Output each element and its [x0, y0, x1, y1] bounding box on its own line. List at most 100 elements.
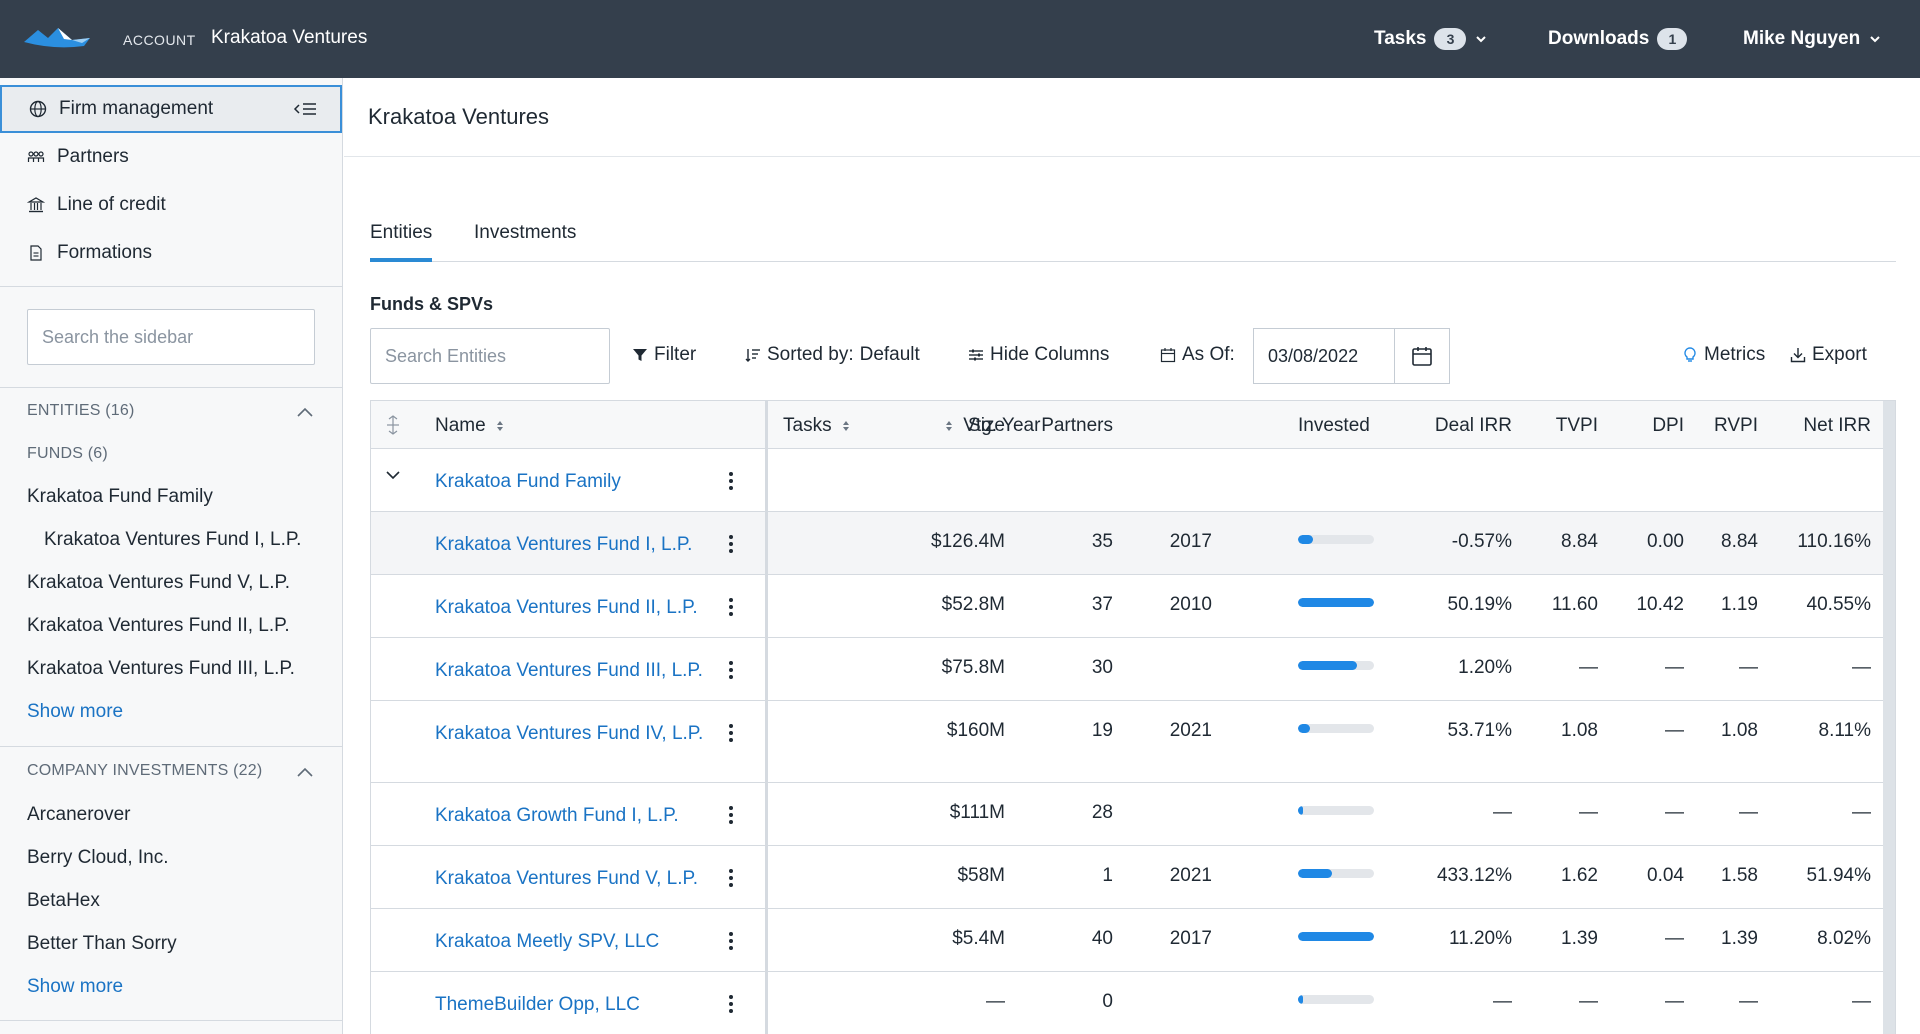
cell-rvpi: —	[1739, 657, 1758, 678]
tasks-count-badge: 3	[1434, 28, 1467, 50]
cell-size: $58M	[957, 865, 1005, 886]
sidebar-fund-link[interactable]: Krakatoa Fund Family	[27, 486, 213, 507]
invested-progress-bar	[1298, 932, 1374, 941]
entity-name-link[interactable]: Krakatoa Ventures Fund I, L.P.	[435, 534, 693, 555]
table-row[interactable]: Krakatoa Growth Fund I, L.P. $111M 28 — — — — —	[371, 783, 1885, 846]
sliders-icon	[969, 349, 983, 361]
show-more-funds-link[interactable]: Show more	[27, 701, 124, 722]
sidebar-fund-link[interactable]: Krakatoa Ventures Fund II, L.P.	[27, 615, 290, 636]
sidebar-company-link[interactable]: BetaHex	[27, 890, 100, 911]
show-more-companies-link[interactable]: Show more	[27, 976, 124, 997]
table-row[interactable]: ThemeBuilder Opp, LLC — 0 — — — — —	[371, 972, 1885, 1034]
sidebar-fund-link[interactable]: Krakatoa Ventures Fund I, L.P.	[44, 529, 302, 550]
cell-rvpi: —	[1739, 802, 1758, 823]
sidebar-company-link[interactable]: Berry Cloud, Inc.	[27, 847, 169, 868]
column-header-rvpi[interactable]: RVPI	[1713, 415, 1758, 436]
table-row[interactable]: Krakatoa Ventures Fund I, L.P. 2017 $126.4…	[371, 512, 1885, 575]
entity-name-link[interactable]: Krakatoa Growth Fund I, L.P.	[435, 805, 679, 826]
column-header-partners[interactable]: Partners	[1041, 415, 1113, 436]
main-content: Krakatoa Ventures Entities Investments F…	[344, 78, 1920, 1034]
tab-investments[interactable]: Investments	[474, 222, 577, 243]
tab-entities[interactable]: Entities	[370, 222, 433, 262]
filter-button[interactable]: Filter	[632, 344, 696, 366]
column-header-tvpi[interactable]: TVPI	[1555, 415, 1598, 436]
more-options-icon[interactable]	[728, 597, 734, 617]
cell-rvpi: 1.39	[1721, 928, 1758, 949]
as-of-date-input[interactable]: 03/08/2022	[1253, 328, 1395, 384]
more-options-icon[interactable]	[728, 660, 734, 680]
table-row[interactable]: Krakatoa Ventures Fund V, L.P. 2021 $58M 1 4…	[371, 846, 1885, 909]
tasks-menu[interactable]: Tasks 3	[1374, 28, 1488, 50]
sidebar-company-link[interactable]: Arcanerover	[27, 804, 131, 825]
entity-name-link[interactable]: Krakatoa Ventures Fund V, L.P.	[435, 868, 699, 889]
collapse-sidebar-icon[interactable]	[292, 99, 318, 119]
column-header-net-irr[interactable]: Net IRR	[1803, 415, 1871, 436]
calendar-icon	[1160, 348, 1176, 363]
column-header-vtg-year[interactable]: Vtg. Year	[944, 415, 1040, 437]
krakatoa-logo-icon[interactable]	[24, 24, 90, 48]
cell-vtg-year: 2021	[1169, 720, 1212, 741]
expand-all-icon[interactable]	[385, 415, 401, 435]
export-button[interactable]: Export	[1790, 344, 1867, 366]
table-row[interactable]: Krakatoa Ventures Fund III, L.P. $75.8M 30…	[371, 638, 1885, 701]
more-options-icon[interactable]	[728, 723, 734, 743]
sidebar-fund-link[interactable]: Krakatoa Ventures Fund V, L.P.	[27, 572, 291, 593]
cell-vtg-year: 2021	[1169, 865, 1212, 886]
search-entities-input[interactable]	[370, 328, 610, 384]
divider	[0, 286, 342, 287]
table-row[interactable]: Krakatoa Meetly SPV, LLC 2017 $5.4M 40 11.20…	[371, 909, 1885, 972]
more-options-icon[interactable]	[728, 931, 734, 951]
column-header-name[interactable]: Name	[435, 415, 505, 437]
entity-name-link[interactable]: Krakatoa Ventures Fund IV, L.P.	[435, 723, 704, 744]
cell-partners: 19	[1091, 720, 1113, 741]
chevron-down-icon[interactable]	[385, 469, 401, 481]
cell-rvpi: —	[1739, 991, 1758, 1012]
entity-name-link[interactable]: Krakatoa Meetly SPV, LLC	[435, 931, 660, 952]
entity-name-link[interactable]: Krakatoa Ventures Fund II, L.P.	[435, 597, 698, 618]
divider	[0, 746, 342, 747]
more-options-icon[interactable]	[728, 994, 734, 1014]
cell-size: —	[986, 991, 1005, 1012]
metrics-button[interactable]: Metrics	[1682, 344, 1765, 366]
downloads-menu[interactable]: Downloads 1	[1548, 28, 1688, 50]
chevron-up-icon[interactable]	[296, 406, 314, 418]
sidebar-item-partners[interactable]: Partners	[0, 133, 342, 181]
column-header-deal-irr[interactable]: Deal IRR	[1434, 415, 1512, 436]
column-header-invested[interactable]: Invested	[1298, 415, 1370, 436]
sort-button[interactable]: Sorted by: Default	[745, 344, 920, 366]
column-header-dpi[interactable]: DPI	[1652, 415, 1684, 436]
more-options-icon[interactable]	[728, 868, 734, 888]
chevron-down-icon	[1476, 36, 1487, 43]
cell-size: $126.4M	[931, 531, 1005, 552]
cell-partners: 0	[1102, 991, 1113, 1012]
column-header-size[interactable]: Size	[968, 415, 1005, 436]
table-group-row[interactable]: Krakatoa Fund Family	[371, 449, 1885, 512]
sidebar-company-link[interactable]: Better Than Sorry	[27, 933, 177, 954]
column-header-tasks[interactable]: Tasks	[783, 415, 851, 437]
more-options-icon[interactable]	[728, 534, 734, 554]
sidebar-search-input[interactable]	[27, 309, 315, 365]
more-options-icon[interactable]	[728, 471, 734, 491]
entity-name-link[interactable]: ThemeBuilder Opp, LLC	[435, 994, 640, 1015]
account-name[interactable]: Krakatoa Ventures	[211, 27, 368, 48]
user-menu[interactable]: Mike Nguyen	[1743, 28, 1882, 50]
sidebar-item-line-of-credit[interactable]: Line of credit	[0, 181, 342, 229]
invested-progress-fill	[1298, 661, 1358, 670]
sidebar-fund-link[interactable]: Krakatoa Ventures Fund III, L.P.	[27, 658, 295, 679]
account-label: ACCOUNT	[123, 32, 196, 48]
vertical-scrollbar[interactable]	[1883, 401, 1895, 1034]
table-row[interactable]: Krakatoa Ventures Fund IV, L.P. 2021 $160M…	[371, 701, 1885, 783]
entity-name-link[interactable]: Krakatoa Fund Family	[435, 471, 621, 492]
cell-vtg-year: 2017	[1169, 928, 1212, 949]
as-of-label: As Of:	[1182, 344, 1235, 365]
cell-deal-irr: 50.19%	[1447, 594, 1512, 615]
chevron-up-icon[interactable]	[296, 766, 314, 778]
sidebar-item-firm-management[interactable]: Firm management	[0, 85, 342, 133]
table-row[interactable]: Krakatoa Ventures Fund II, L.P. 2010 $52.8…	[371, 575, 1885, 638]
sidebar-item-formations[interactable]: Formations	[0, 229, 342, 277]
people-icon	[27, 151, 45, 162]
hide-columns-button[interactable]: Hide Columns	[968, 344, 1109, 366]
date-picker-button[interactable]	[1394, 328, 1450, 384]
entity-name-link[interactable]: Krakatoa Ventures Fund III, L.P.	[435, 660, 703, 681]
more-options-icon[interactable]	[728, 805, 734, 825]
